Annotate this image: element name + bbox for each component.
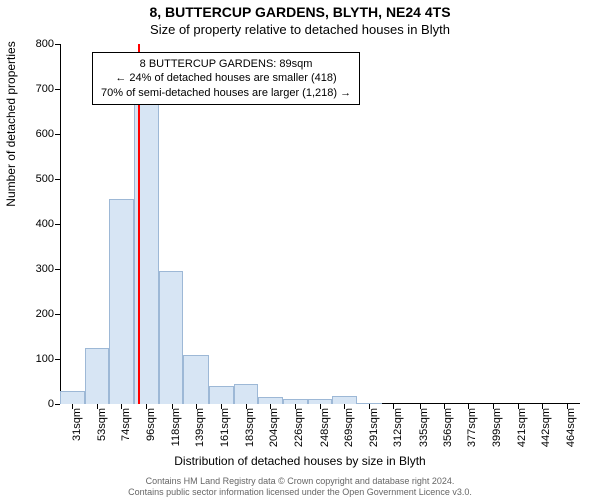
- y-tick-mark: [55, 359, 60, 360]
- y-tick-label: 100: [14, 353, 54, 365]
- y-tick-label: 300: [14, 263, 54, 275]
- y-tick-label: 700: [14, 83, 54, 95]
- y-axis-title: Number of detached properties: [4, 24, 18, 224]
- y-tick-label: 400: [14, 218, 54, 230]
- x-axis-title: Distribution of detached houses by size …: [0, 454, 600, 468]
- histogram-bar: [109, 199, 134, 404]
- y-tick-label: 0: [14, 398, 54, 410]
- footer-attribution: Contains HM Land Registry data © Crown c…: [0, 476, 600, 498]
- page-subtitle: Size of property relative to detached ho…: [0, 22, 600, 37]
- histogram-bar: [60, 391, 85, 405]
- y-tick-label: 200: [14, 308, 54, 320]
- info-box-line: ← 24% of detached houses are smaller (41…: [101, 71, 351, 85]
- y-tick-mark: [55, 179, 60, 180]
- footer-line-1: Contains HM Land Registry data © Crown c…: [0, 476, 600, 487]
- footer-line-2: Contains public sector information licen…: [0, 487, 600, 498]
- histogram-bar: [209, 386, 234, 404]
- histogram-bar: [85, 348, 109, 404]
- chart-container: 8, BUTTERCUP GARDENS, BLYTH, NE24 4TS Si…: [0, 0, 600, 500]
- histogram-bar: [234, 384, 258, 404]
- y-tick-mark: [55, 224, 60, 225]
- histogram-bar: [258, 397, 283, 404]
- plot-area: 010020030040050060070080031sqm53sqm74sqm…: [60, 44, 580, 404]
- y-tick-mark: [55, 44, 60, 45]
- y-tick-mark: [55, 314, 60, 315]
- info-box-line: 8 BUTTERCUP GARDENS: 89sqm: [101, 57, 351, 71]
- page-title: 8, BUTTERCUP GARDENS, BLYTH, NE24 4TS: [0, 4, 600, 20]
- y-tick-mark: [55, 89, 60, 90]
- histogram-bar: [159, 271, 183, 404]
- y-axis-line: [60, 44, 61, 404]
- y-tick-label: 600: [14, 128, 54, 140]
- histogram-bar: [183, 355, 208, 405]
- y-tick-label: 500: [14, 173, 54, 185]
- info-box-line: 70% of semi-detached houses are larger (…: [101, 86, 351, 100]
- y-tick-mark: [55, 269, 60, 270]
- histogram-bar: [332, 396, 357, 404]
- property-info-box: 8 BUTTERCUP GARDENS: 89sqm← 24% of detac…: [92, 52, 360, 105]
- y-tick-mark: [55, 134, 60, 135]
- y-tick-label: 800: [14, 38, 54, 50]
